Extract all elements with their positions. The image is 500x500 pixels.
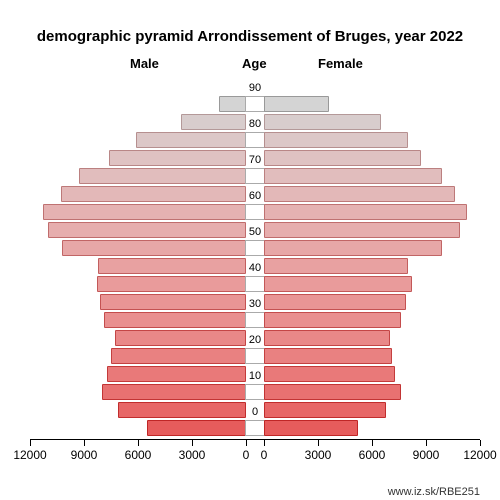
female-bar	[264, 240, 442, 256]
male-bar	[109, 150, 246, 166]
female-bar	[264, 96, 329, 112]
x-tick-label: 6000	[118, 448, 158, 462]
male-bar	[181, 114, 246, 130]
age-tick-box	[245, 132, 265, 148]
age-tick-label: 20	[239, 334, 271, 346]
female-bar	[264, 276, 412, 292]
male-bar	[61, 186, 246, 202]
female-bar	[264, 384, 401, 400]
female-bar	[264, 150, 421, 166]
plot: 90 80 70 60 50 40 30 20 10 0	[30, 78, 480, 440]
male-bar	[79, 168, 246, 184]
male-bar	[115, 330, 246, 346]
age-tick-box	[245, 420, 265, 436]
age-label: Age	[242, 56, 267, 71]
age-tick-label: 70	[239, 154, 271, 166]
male-bar	[136, 132, 246, 148]
x-tick-label: 12000	[460, 448, 500, 462]
female-bar	[264, 222, 460, 238]
x-tick	[192, 440, 193, 446]
age-tick-box	[245, 168, 265, 184]
age-tick-box	[245, 276, 265, 292]
x-tick	[372, 440, 373, 446]
female-bar	[264, 132, 408, 148]
female-bar	[264, 204, 467, 220]
x-tick	[426, 440, 427, 446]
x-tick	[264, 440, 265, 446]
female-bar	[264, 186, 455, 202]
x-tick-label: 12000	[10, 448, 50, 462]
female-bar	[264, 294, 406, 310]
age-tick-label: 40	[239, 262, 271, 274]
female-bar	[264, 114, 381, 130]
chart-title: demographic pyramid Arrondissement of Br…	[0, 28, 500, 45]
male-bar	[104, 312, 246, 328]
female-bar	[264, 348, 392, 364]
male-bar	[219, 96, 246, 112]
male-bar	[102, 384, 246, 400]
male-bar	[97, 276, 246, 292]
age-tick-label: 0	[239, 406, 271, 418]
age-tick-label: 30	[239, 298, 271, 310]
pyramid-chart: demographic pyramid Arrondissement of Br…	[0, 0, 500, 500]
male-bar	[62, 240, 246, 256]
female-bars	[264, 78, 480, 439]
male-bar	[43, 204, 246, 220]
female-bar	[264, 258, 408, 274]
female-bar	[264, 312, 401, 328]
x-tick-label: 9000	[406, 448, 446, 462]
female-bar	[264, 330, 390, 346]
credit-text: www.iz.sk/RBE251	[388, 486, 480, 498]
x-tick	[84, 440, 85, 446]
x-tick	[246, 440, 247, 446]
male-label: Male	[130, 56, 159, 71]
x-tick-label: 0	[244, 448, 284, 462]
age-gap	[246, 78, 264, 439]
age-tick-box	[245, 204, 265, 220]
x-tick	[318, 440, 319, 446]
x-tick	[30, 440, 31, 446]
x-tick-label: 3000	[298, 448, 338, 462]
male-bar	[48, 222, 246, 238]
male-bar	[107, 366, 246, 382]
male-bar	[100, 294, 246, 310]
x-tick-label: 9000	[64, 448, 104, 462]
age-tick-box	[245, 96, 265, 112]
age-tick-label: 60	[239, 190, 271, 202]
male-bar	[111, 348, 246, 364]
age-tick-box	[245, 312, 265, 328]
age-tick-label: 10	[239, 370, 271, 382]
age-tick-box	[245, 240, 265, 256]
age-tick-box	[245, 348, 265, 364]
male-bars	[30, 78, 246, 439]
female-label: Female	[318, 56, 363, 71]
top-labels: Male Age Female	[0, 56, 500, 74]
age-tick-label: 90	[239, 82, 271, 94]
x-tick-label: 6000	[352, 448, 392, 462]
female-bar	[264, 420, 358, 436]
male-bar	[118, 402, 246, 418]
x-tick-label: 3000	[172, 448, 212, 462]
age-tick-label: 80	[239, 118, 271, 130]
x-tick	[480, 440, 481, 446]
x-tick	[138, 440, 139, 446]
female-bar	[264, 402, 386, 418]
female-bar	[264, 168, 442, 184]
age-tick-label: 50	[239, 226, 271, 238]
female-bar	[264, 366, 395, 382]
age-tick-box	[245, 384, 265, 400]
x-axis: 120009000600030000030006000900012000	[30, 440, 480, 480]
male-bar	[98, 258, 246, 274]
plot-area: 90 80 70 60 50 40 30 20 10 0	[30, 78, 480, 440]
male-bar	[147, 420, 246, 436]
